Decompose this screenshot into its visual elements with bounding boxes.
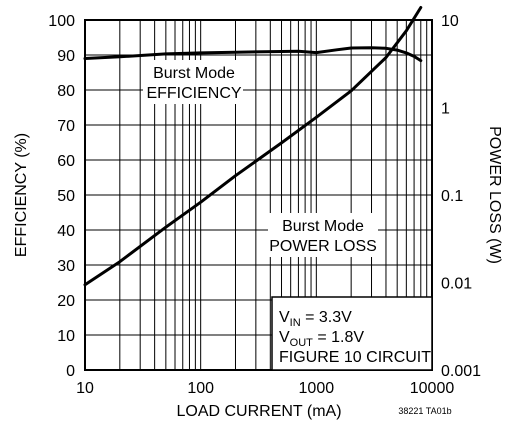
right-tick-label: 0.001: [441, 363, 481, 380]
vout-label: VOUT = 1.8V: [279, 329, 364, 349]
x-tick-labels: 10 100 1000 10000: [76, 380, 454, 397]
left-tick-label: 60: [57, 153, 75, 170]
x-tick-label: 100: [187, 380, 214, 397]
power-loss-annotation-bg: [268, 213, 378, 257]
conditions-box: [271, 296, 433, 371]
right-tick-label: 10: [441, 13, 459, 30]
x-tick-label: 1000: [299, 380, 335, 397]
right-tick-label: 1: [441, 101, 450, 118]
left-tick-label: 40: [57, 223, 75, 240]
left-tick-labels: 0 10 20 30 40 50 60 70 80 90 100: [48, 13, 75, 380]
right-tick-label: 0.01: [441, 276, 472, 293]
x-tick-label: 10: [76, 380, 94, 397]
power-loss-annotation-line2: POWER LOSS: [269, 238, 377, 255]
x-axis-label: LOAD CURRENT (mA): [176, 403, 341, 420]
left-tick-label: 30: [57, 258, 75, 275]
figure-circuit-label: FIGURE 10 CIRCUIT: [279, 349, 431, 366]
series-layer: [83, 6, 423, 287]
left-tick-label: 80: [57, 83, 75, 100]
plot-frame: [84, 19, 433, 371]
left-tick-label: 70: [57, 118, 75, 135]
right-tick-label: 0.1: [441, 188, 463, 205]
left-tick-label: 50: [57, 188, 75, 205]
y-left-axis-label: EFFICIENCY (%): [13, 133, 30, 257]
left-tick-label: 10: [57, 328, 75, 345]
efficiency-annotation-line2: EFFICIENCY: [146, 85, 241, 102]
x-tick-label: 10000: [410, 380, 455, 397]
left-tick-label: 100: [48, 13, 75, 30]
part-number-label: 38221 TA01b: [398, 406, 451, 416]
power-loss-curve: [83, 6, 423, 287]
power-loss-annotation-line1: Burst Mode: [282, 218, 364, 235]
left-tick-label: 20: [57, 293, 75, 310]
efficiency-curve: [83, 46, 423, 63]
efficiency-annotation-bg: [143, 60, 243, 104]
vin-label: VIN = 3.3V: [279, 309, 352, 329]
left-tick-label: 0: [66, 363, 75, 380]
right-tick-labels: 0.001 0.01 0.1 1 10: [441, 13, 481, 380]
left-tick-label: 90: [57, 48, 75, 65]
y-right-axis-label: POWER LOSS (W): [486, 126, 503, 264]
efficiency-annotation-line1: Burst Mode: [153, 65, 235, 82]
